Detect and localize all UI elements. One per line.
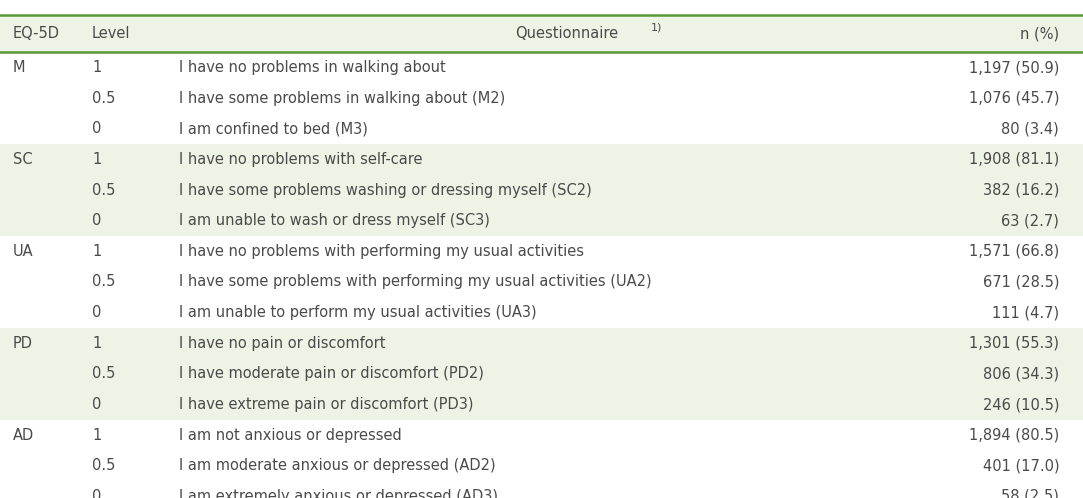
Text: 1,076 (45.7): 1,076 (45.7) xyxy=(968,91,1059,106)
Text: I have no problems with performing my usual activities: I have no problems with performing my us… xyxy=(179,244,584,259)
Text: Level: Level xyxy=(92,26,131,41)
Text: 671 (28.5): 671 (28.5) xyxy=(982,274,1059,289)
Text: SC: SC xyxy=(13,152,32,167)
Text: I am moderate anxious or depressed (AD2): I am moderate anxious or depressed (AD2) xyxy=(179,458,495,473)
Text: I have moderate pain or discomfort (PD2): I have moderate pain or discomfort (PD2) xyxy=(179,367,484,381)
Text: 58 (2.5): 58 (2.5) xyxy=(1002,489,1059,498)
Text: I am extremely anxious or depressed (AD3): I am extremely anxious or depressed (AD3… xyxy=(179,489,498,498)
Text: AD: AD xyxy=(13,428,35,443)
Text: 1: 1 xyxy=(92,152,102,167)
Text: M: M xyxy=(13,60,26,75)
Text: 1: 1 xyxy=(92,336,102,351)
Text: UA: UA xyxy=(13,244,34,259)
Bar xyxy=(0,15,1083,52)
Text: 1,894 (80.5): 1,894 (80.5) xyxy=(969,428,1059,443)
Text: n (%): n (%) xyxy=(1020,26,1059,41)
Text: 0: 0 xyxy=(92,397,102,412)
Text: 0: 0 xyxy=(92,213,102,228)
Text: 0.5: 0.5 xyxy=(92,91,116,106)
Bar xyxy=(0,175,1083,205)
Text: 0.5: 0.5 xyxy=(92,458,116,473)
Text: I am unable to wash or dress myself (SC3): I am unable to wash or dress myself (SC3… xyxy=(179,213,490,228)
Text: I have extreme pain or discomfort (PD3): I have extreme pain or discomfort (PD3) xyxy=(179,397,473,412)
Text: I am not anxious or depressed: I am not anxious or depressed xyxy=(179,428,402,443)
Text: 1,301 (55.3): 1,301 (55.3) xyxy=(969,336,1059,351)
Text: 80 (3.4): 80 (3.4) xyxy=(1002,122,1059,136)
Text: 382 (16.2): 382 (16.2) xyxy=(982,183,1059,198)
Text: I have some problems with performing my usual activities (UA2): I have some problems with performing my … xyxy=(179,274,651,289)
Text: 1,197 (50.9): 1,197 (50.9) xyxy=(969,60,1059,75)
Text: EQ-5D: EQ-5D xyxy=(13,26,60,41)
Text: 0.5: 0.5 xyxy=(92,367,116,381)
Text: 0: 0 xyxy=(92,305,102,320)
Text: I have no pain or discomfort: I have no pain or discomfort xyxy=(179,336,386,351)
Text: 0.5: 0.5 xyxy=(92,183,116,198)
Text: 1): 1) xyxy=(651,22,663,33)
Text: 1,908 (81.1): 1,908 (81.1) xyxy=(969,152,1059,167)
Text: 63 (2.7): 63 (2.7) xyxy=(1002,213,1059,228)
Text: 1: 1 xyxy=(92,60,102,75)
Text: PD: PD xyxy=(13,336,32,351)
Text: I have some problems washing or dressing myself (SC2): I have some problems washing or dressing… xyxy=(179,183,591,198)
Text: I am confined to bed (M3): I am confined to bed (M3) xyxy=(179,122,367,136)
Bar xyxy=(0,359,1083,389)
Bar xyxy=(0,328,1083,359)
Text: 806 (34.3): 806 (34.3) xyxy=(983,367,1059,381)
Bar xyxy=(0,389,1083,420)
Text: 401 (17.0): 401 (17.0) xyxy=(982,458,1059,473)
Text: I have no problems in walking about: I have no problems in walking about xyxy=(179,60,445,75)
Text: 246 (10.5): 246 (10.5) xyxy=(982,397,1059,412)
Text: I am unable to perform my usual activities (UA3): I am unable to perform my usual activiti… xyxy=(179,305,536,320)
Text: 0.5: 0.5 xyxy=(92,274,116,289)
Text: 0: 0 xyxy=(92,122,102,136)
Bar xyxy=(0,205,1083,236)
Text: 1,571 (66.8): 1,571 (66.8) xyxy=(969,244,1059,259)
Text: 1: 1 xyxy=(92,428,102,443)
Text: 111 (4.7): 111 (4.7) xyxy=(992,305,1059,320)
Text: I have no problems with self-care: I have no problems with self-care xyxy=(179,152,422,167)
Text: 0: 0 xyxy=(92,489,102,498)
Bar xyxy=(0,144,1083,175)
Text: I have some problems in walking about (M2): I have some problems in walking about (M… xyxy=(179,91,505,106)
Text: Questionnaire: Questionnaire xyxy=(514,26,618,41)
Text: 1: 1 xyxy=(92,244,102,259)
